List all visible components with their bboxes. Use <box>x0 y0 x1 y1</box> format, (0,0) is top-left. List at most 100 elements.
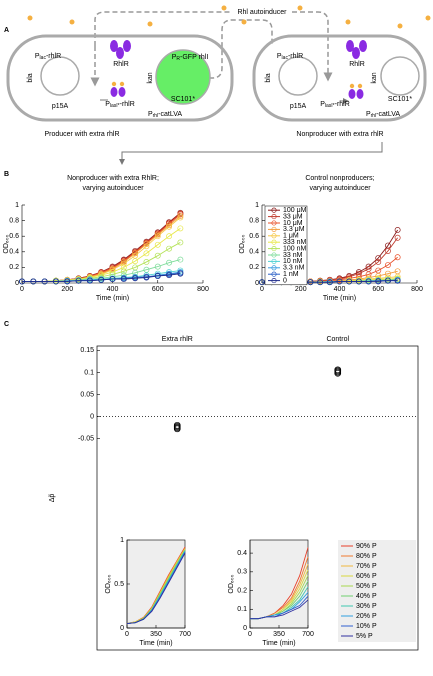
x-tick-label: 700 <box>179 631 191 638</box>
y-tick-label: 0.4 <box>9 249 19 256</box>
data-point <box>375 255 382 261</box>
legend-marker <box>271 233 277 239</box>
resistance-marker: bla <box>27 73 34 82</box>
legend-label: 70% P <box>356 563 377 570</box>
data-point <box>177 211 184 218</box>
y-axis-label: OD₆₀₀ <box>105 574 112 593</box>
gene-subscript: rhl <box>371 113 377 119</box>
signal-label: Rhl autoinducer <box>237 9 287 16</box>
x-axis-label: Time (min) <box>139 640 172 647</box>
resistance-marker: bla <box>265 73 272 82</box>
panel-label: C <box>4 321 9 328</box>
legend-label: 10 nM <box>283 258 303 265</box>
data-point <box>132 258 139 265</box>
flow-arrow <box>119 142 383 165</box>
y-tick-label: 0.6 <box>9 233 19 240</box>
cell-caption: Producer with extra rhlR <box>44 131 119 138</box>
y-axis-label: Δp̃ <box>49 494 56 503</box>
chart-title: varying autoinducer <box>82 185 144 192</box>
gene-name: -rhlR <box>335 101 350 108</box>
chart-title: varying autoinducer <box>309 185 371 192</box>
data-point <box>109 276 116 283</box>
gene-label: Plac-rhlR <box>277 53 303 61</box>
gene-name: -rhlR <box>46 53 61 60</box>
gene-name: -catLVA <box>158 111 182 118</box>
legend-label: 3.3 μM <box>283 226 305 233</box>
data-point <box>154 263 161 270</box>
data-point <box>384 277 391 284</box>
x-tick-label: 600 <box>372 286 384 293</box>
resistance-marker: kan <box>147 72 154 83</box>
signal-path <box>185 19 273 79</box>
data-point <box>132 275 139 282</box>
legend-label: 30% P <box>356 603 377 610</box>
series-line <box>126 552 186 625</box>
y-tick-label: 0.6 <box>249 233 259 240</box>
x-tick-label: 0 <box>260 286 264 293</box>
plasmid-name: p15A <box>290 103 307 110</box>
gene-subscript: rhl <box>153 113 159 119</box>
legend-marker <box>271 246 277 252</box>
gene-label: Prhl-catLVA <box>148 111 182 119</box>
y-tick-label: 0.15 <box>80 347 94 354</box>
legend-marker <box>271 239 277 245</box>
legend-label: 10 μM <box>283 220 303 227</box>
x-tick-label: 400 <box>107 286 119 293</box>
chart-title: Control nonproducers; <box>305 175 374 182</box>
cell-caption: Nonproducer with extra rhlR <box>296 131 383 138</box>
data-point <box>177 239 184 246</box>
legend-marker <box>271 226 277 232</box>
plasmid-name: p15A <box>52 103 69 110</box>
y-tick-label: 0.2 <box>9 264 19 271</box>
data-point <box>64 278 71 285</box>
rhlr-protein <box>110 40 367 99</box>
y-tick-label: 0 <box>90 413 94 420</box>
plot-background <box>126 539 186 629</box>
x-tick-label: 200 <box>61 286 73 293</box>
data-point <box>307 279 314 286</box>
expression-arrow <box>100 100 348 101</box>
data-point <box>375 278 382 285</box>
data-point <box>154 252 161 259</box>
legend-label: 333 nM <box>283 239 307 246</box>
x-tick-label: 0 <box>248 631 252 638</box>
data-point <box>334 366 342 374</box>
data-point <box>317 279 324 286</box>
gene-subscript: lasI* <box>110 103 120 109</box>
x-tick-label: 400 <box>334 286 346 293</box>
y-axis-label: OD₆₀₀ <box>3 234 10 253</box>
data-point <box>394 254 401 261</box>
producer-cell <box>6 34 234 122</box>
y-tick-label: -0.05 <box>78 435 94 442</box>
x-tick-label: 350 <box>150 631 162 638</box>
data-point <box>120 264 127 271</box>
y-tick-label: 0.1 <box>237 606 247 613</box>
gene-subscript: R <box>176 56 180 62</box>
data-point <box>394 277 401 284</box>
series-line <box>250 599 309 620</box>
gene-label: PR-GFP rhlI <box>172 54 209 62</box>
legend-marker <box>271 207 277 213</box>
data-point <box>355 278 362 285</box>
y-tick-label: 0.2 <box>249 264 259 271</box>
data-point <box>384 262 391 269</box>
data-point <box>166 272 173 279</box>
legend-marker <box>271 220 277 226</box>
x-tick-label: 350 <box>273 631 285 638</box>
data-point <box>143 274 150 281</box>
gene-label: PlasI*-rhlR <box>105 101 135 109</box>
legend-label: 1 nM <box>283 271 299 278</box>
y-tick-label: 1 <box>15 202 19 209</box>
panel-label: B <box>4 171 9 178</box>
data-point <box>394 227 401 233</box>
data-point <box>154 231 161 238</box>
data-point <box>375 258 382 265</box>
gene-prefix: P <box>148 111 153 118</box>
y-tick-label: 0 <box>243 625 247 632</box>
plasmid-name: SC101* <box>388 96 412 103</box>
gene-label: Prhl-catLVA <box>366 111 400 119</box>
y-tick-label: 0.2 <box>237 587 247 594</box>
x-tick-label: 700 <box>302 631 314 638</box>
category-label: Extra rhlR <box>162 336 193 343</box>
